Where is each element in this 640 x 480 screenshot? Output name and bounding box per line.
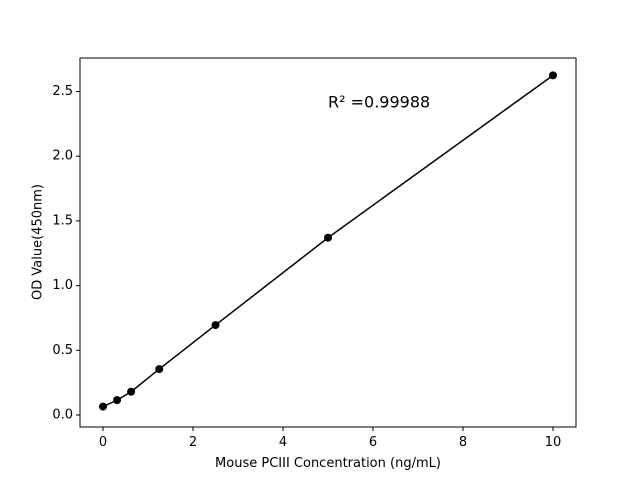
y-tick-label: 0.0 (52, 408, 73, 423)
y-tick-label: 1.5 (52, 213, 73, 228)
x-tick-label: 8 (459, 435, 467, 450)
y-tick-label: 2.5 (52, 84, 73, 99)
y-tick-label: 2.0 (52, 149, 73, 164)
data-point (211, 321, 220, 330)
x-tick-label: 4 (279, 435, 287, 450)
y-tick-label: 1.0 (52, 278, 73, 293)
x-tick-label: 0 (99, 435, 107, 450)
x-axis-label: Mouse PCIII Concentration (ng/mL) (215, 456, 441, 471)
data-point (98, 402, 107, 411)
data-point (549, 71, 558, 80)
y-tick-label: 0.5 (52, 343, 73, 358)
data-point (113, 396, 122, 405)
data-point (324, 233, 332, 242)
y-axis-label: OD Value(450nm) (31, 184, 46, 300)
x-tick-label: 2 (189, 435, 197, 450)
annotation: R² =0.99988 (328, 93, 430, 112)
x-tick-label: 6 (369, 435, 377, 450)
data-point (155, 365, 164, 374)
plot-frame (79, 57, 577, 428)
x-tick-label: 10 (545, 435, 562, 450)
data-point (127, 387, 136, 396)
